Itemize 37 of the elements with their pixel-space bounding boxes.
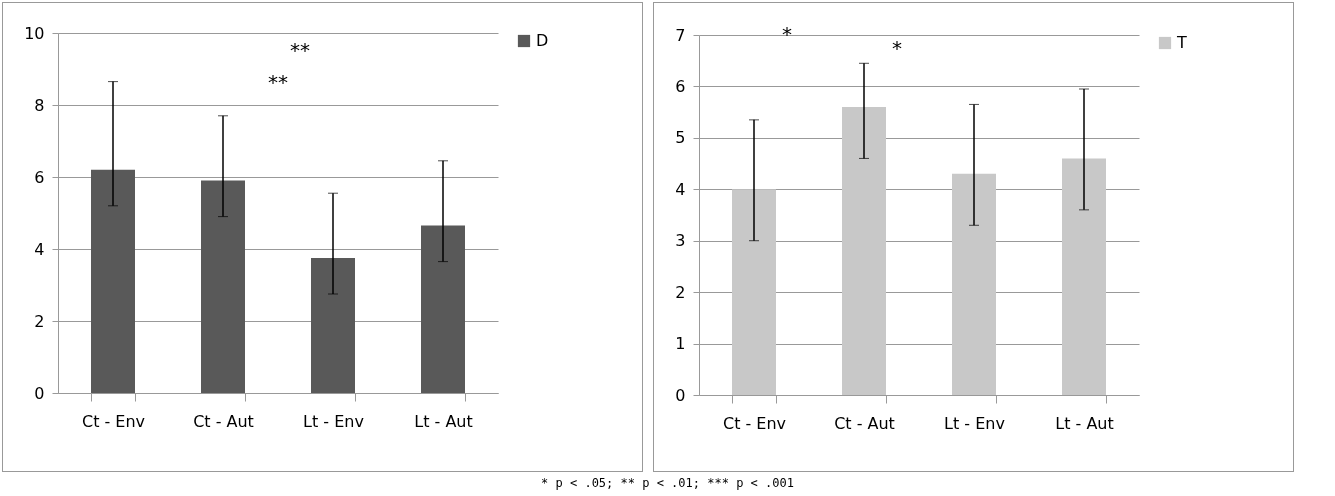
x-tick-label: Ct - Aut bbox=[193, 411, 254, 431]
y-tick-label: 1 bbox=[675, 334, 686, 354]
bar bbox=[421, 225, 465, 393]
x-tick-label: Ct - Aut bbox=[834, 413, 895, 433]
bar bbox=[201, 180, 245, 393]
x-tick-label: Lt - Env bbox=[303, 411, 364, 431]
y-tick-label: 6 bbox=[675, 76, 686, 96]
x-tick-label: Ct - Env bbox=[722, 413, 787, 433]
annotation: * bbox=[782, 22, 792, 46]
legend-label: D bbox=[536, 31, 549, 50]
y-tick-label: 7 bbox=[675, 25, 686, 45]
y-tick-label: 2 bbox=[675, 282, 686, 302]
x-tick-label: Lt - Aut bbox=[414, 411, 473, 431]
y-tick-label: 6 bbox=[34, 167, 45, 187]
y-tick-label: 10 bbox=[24, 23, 45, 43]
y-tick-label: 4 bbox=[675, 179, 686, 199]
bar bbox=[952, 173, 996, 395]
x-tick-label: Lt - Aut bbox=[1055, 413, 1114, 433]
y-tick-label: 5 bbox=[675, 128, 686, 148]
y-tick-label: 2 bbox=[34, 311, 45, 331]
bar bbox=[842, 107, 886, 395]
bar bbox=[1062, 158, 1106, 395]
text: * p < .05; ** p < .01; *** p < .001 bbox=[540, 476, 795, 490]
y-tick-label: 4 bbox=[34, 239, 45, 259]
y-tick-label: 3 bbox=[675, 231, 686, 251]
annotation: * bbox=[892, 36, 902, 61]
bar bbox=[91, 169, 135, 393]
legend-label: T bbox=[1176, 33, 1187, 52]
bar bbox=[311, 258, 355, 393]
y-tick-label: 8 bbox=[34, 95, 45, 115]
y-tick-label: 0 bbox=[34, 383, 45, 403]
x-tick-label: Lt - Env bbox=[944, 413, 1005, 433]
y-tick-label: 0 bbox=[675, 385, 686, 405]
annotation: ** bbox=[268, 70, 288, 95]
bar bbox=[732, 189, 776, 395]
x-tick-label: Ct - Env bbox=[81, 411, 146, 431]
annotation: ** bbox=[290, 38, 310, 62]
